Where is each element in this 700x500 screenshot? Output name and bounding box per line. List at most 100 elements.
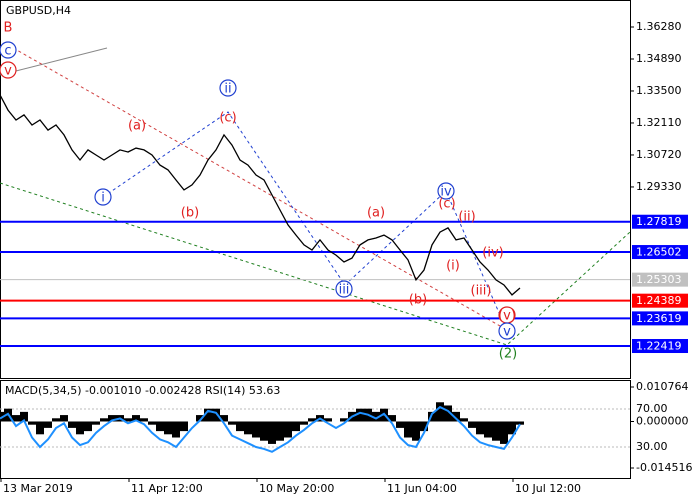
macd-bar bbox=[164, 421, 172, 435]
wave-label: (a) bbox=[367, 206, 385, 221]
macd-bar bbox=[468, 421, 476, 428]
macd-bar bbox=[500, 421, 508, 444]
macd-bar bbox=[132, 415, 140, 422]
channel-line bbox=[7, 44, 508, 331]
level-box bbox=[632, 245, 688, 260]
macd-bar bbox=[236, 421, 244, 432]
wave-label: B bbox=[4, 21, 13, 36]
level-label: 1.23619 bbox=[636, 312, 682, 325]
macd-bar bbox=[276, 421, 284, 441]
macd-bar bbox=[84, 421, 92, 432]
macd-bar bbox=[204, 408, 212, 422]
wave-label: v bbox=[4, 64, 12, 79]
level-box bbox=[632, 214, 688, 229]
macd-bar bbox=[412, 421, 420, 441]
macd-bar bbox=[20, 411, 28, 422]
macd-bar bbox=[260, 421, 268, 441]
macd-bar bbox=[420, 421, 428, 432]
wave-label: iii bbox=[339, 283, 350, 298]
macd-bar bbox=[396, 421, 404, 428]
macd-bar bbox=[404, 421, 412, 438]
macd-bar bbox=[92, 421, 100, 425]
macd-bar bbox=[492, 421, 500, 441]
y-tick-label: 1.30720 bbox=[636, 148, 682, 161]
macd-bar bbox=[476, 421, 484, 435]
wave-label: iv bbox=[440, 185, 452, 200]
macd-bar bbox=[452, 411, 460, 422]
macd-bar bbox=[196, 415, 204, 422]
macd-bar bbox=[436, 402, 444, 422]
rsi-line bbox=[0, 405, 521, 453]
macd-bar bbox=[356, 408, 364, 422]
wave-label: (ii) bbox=[458, 210, 475, 225]
macd-bar bbox=[388, 415, 396, 422]
y-tick-label: 1.32110 bbox=[636, 116, 682, 129]
macd-bar bbox=[484, 421, 492, 438]
macd-bar bbox=[372, 411, 380, 422]
wave-label: (i) bbox=[446, 259, 460, 274]
level-label: 1.27819 bbox=[636, 215, 682, 228]
y-tick-label: 1.33500 bbox=[636, 84, 682, 97]
macd-bar bbox=[508, 421, 516, 435]
wave-label: (iv) bbox=[482, 246, 503, 261]
wave-label: (c) bbox=[219, 111, 236, 126]
level-box bbox=[632, 339, 688, 354]
macd-bar bbox=[44, 421, 52, 428]
wave-label: i bbox=[101, 191, 105, 206]
macd-bar bbox=[268, 421, 276, 444]
y-tick-label: 1.29330 bbox=[636, 180, 682, 193]
wave-circle bbox=[335, 280, 353, 298]
wave-label: v bbox=[503, 325, 511, 340]
main-panel bbox=[0, 0, 631, 379]
y-tick-label: 1.36280 bbox=[636, 20, 682, 33]
macd-bar bbox=[308, 418, 316, 422]
macd-bar bbox=[220, 415, 228, 422]
wave-label: ii bbox=[224, 82, 231, 97]
x-tick-label: 10 May 20:00 bbox=[259, 482, 334, 495]
x-tick-label: 11 Jun 04:00 bbox=[387, 482, 457, 495]
wave-label: (iii) bbox=[471, 284, 492, 299]
level-label: 1.24389 bbox=[636, 294, 682, 307]
indicator-label: MACD(5,34,5) -0.001010 -0.002428 RSI(14)… bbox=[5, 384, 280, 397]
macd-bar bbox=[172, 421, 180, 438]
wave-circle bbox=[94, 188, 112, 206]
y2-tick-label: 30.00 bbox=[636, 440, 668, 453]
macd-bar bbox=[28, 421, 36, 425]
indicator-panel bbox=[0, 380, 631, 479]
x-tick-label: 13 Mar 2019 bbox=[3, 482, 73, 495]
macd-bar bbox=[124, 418, 132, 422]
wave-label: (v) bbox=[498, 309, 516, 324]
macd-bar bbox=[324, 418, 332, 422]
wave-label: (b) bbox=[181, 206, 199, 221]
macd-bar bbox=[68, 421, 76, 428]
macd-bar bbox=[52, 418, 60, 422]
wave-label: (c) bbox=[438, 197, 455, 212]
macd-bar bbox=[12, 415, 20, 422]
macd-bar bbox=[180, 421, 188, 432]
level-box bbox=[632, 311, 688, 326]
y-tick-label: 0.010764 bbox=[636, 380, 689, 393]
macd-bar bbox=[212, 408, 220, 422]
macd-bar bbox=[100, 418, 108, 422]
level-label: 1.25303 bbox=[636, 273, 682, 286]
wave-circle bbox=[498, 322, 516, 340]
y-tick-label: -0.014516 bbox=[636, 461, 692, 474]
macd-bar bbox=[244, 421, 252, 435]
wave-circle bbox=[0, 41, 17, 59]
macd-bar bbox=[140, 418, 148, 422]
level-label: 1.26502 bbox=[636, 246, 682, 259]
y-tick-label: 0.000000 bbox=[636, 414, 689, 427]
macd-bar bbox=[148, 421, 156, 425]
macd-bar bbox=[292, 421, 300, 432]
price-line bbox=[0, 94, 521, 296]
chart-title: GBPUSD,H4 bbox=[6, 4, 71, 17]
macd-bar bbox=[340, 418, 348, 422]
y-tick-label: 1.34890 bbox=[636, 52, 682, 65]
macd-bar bbox=[36, 421, 44, 435]
macd-bar bbox=[444, 405, 452, 422]
level-box bbox=[632, 272, 688, 287]
macd-bar bbox=[300, 421, 308, 425]
x-tick-label: 11 Apr 12:00 bbox=[131, 482, 203, 495]
